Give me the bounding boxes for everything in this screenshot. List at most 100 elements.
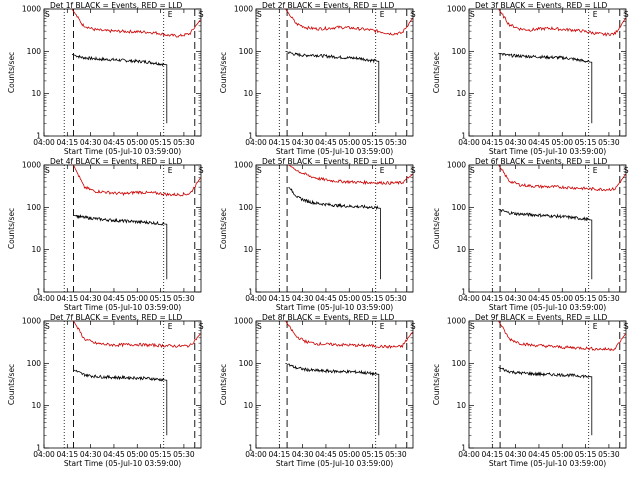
x-axis-label: Start Time (05-Jul-10 03:59:00) — [276, 459, 393, 468]
marker-E: E — [168, 322, 173, 331]
x-tick-label: 04:30 — [292, 450, 314, 459]
y-tick-label: 10 — [31, 245, 41, 254]
series-line-events — [498, 52, 593, 124]
y-tick-label: 1000 — [447, 5, 466, 14]
x-tick-label: 04:00 — [33, 294, 55, 303]
panel-det-9: Det 9f BLACK = Events, RED = LLD Counts/s… — [432, 313, 629, 468]
x-axis-label: Start Time (05-Jul-10 03:59:00) — [489, 459, 606, 468]
x-tick-label: 05:00 — [551, 450, 573, 459]
marker-E: E — [593, 166, 598, 175]
series-line-lld — [285, 8, 413, 36]
marker-E: E — [168, 10, 173, 19]
series-line-lld — [288, 164, 413, 186]
plot-frame — [255, 8, 414, 137]
plot-frame — [255, 164, 414, 293]
panel-det-5: Det 5f BLACK = Events, RED = LLD Counts/s… — [219, 157, 416, 312]
y-tick-label: 1 — [461, 444, 466, 453]
x-tick-label: 04:45 — [528, 294, 550, 303]
y-axis-label: Counts/sec — [7, 52, 16, 93]
x-tick-label: 04:15 — [57, 294, 79, 303]
marker-S: S — [624, 322, 629, 331]
y-tick-label: 10 — [456, 401, 466, 410]
y-tick-label: 10 — [31, 401, 41, 410]
x-tick-label: 04:45 — [528, 450, 550, 459]
x-tick-label: 04:15 — [482, 294, 504, 303]
y-tick-label: 1000 — [234, 161, 253, 170]
marker-E: E — [380, 322, 385, 331]
x-tick-label: 04:00 — [245, 138, 267, 147]
x-tick-label: 04:30 — [80, 294, 102, 303]
x-tick-label: 04:15 — [482, 450, 504, 459]
marker-S: S — [411, 166, 416, 175]
marker-S: S — [624, 10, 629, 19]
x-tick-label: 04:30 — [505, 138, 527, 147]
panel-det-6: Det 6f BLACK = Events, RED = LLD Counts/s… — [432, 157, 629, 312]
x-tick-label: 05:00 — [126, 294, 148, 303]
y-tick-label: 1000 — [234, 317, 253, 326]
y-tick-label: 100 — [27, 203, 42, 212]
series-line-events — [73, 369, 168, 436]
x-tick-label: 05:30 — [385, 138, 407, 147]
marker-E: E — [593, 322, 598, 331]
x-tick-label: 04:00 — [33, 138, 55, 147]
y-axis-label: Counts/sec — [219, 208, 228, 249]
panel-title: Det 7f BLACK = Events, RED = LLD — [50, 313, 183, 322]
panel-det-1: Det 1f BLACK = Events, RED = LLD Counts/s… — [7, 1, 204, 156]
x-tick-label: 04:45 — [103, 294, 125, 303]
x-axis-label: Start Time (05-Jul-10 03:59:00) — [276, 303, 393, 312]
y-tick-label: 1 — [36, 444, 41, 453]
y-tick-label: 1 — [248, 288, 253, 297]
x-tick-label: 05:30 — [598, 138, 620, 147]
series-line-events — [71, 53, 168, 124]
x-axis-label: Start Time (05-Jul-10 03:59:00) — [489, 303, 606, 312]
plot-frame — [43, 164, 202, 293]
x-tick-label: 04:15 — [57, 138, 79, 147]
x-tick-label: 05:00 — [126, 450, 148, 459]
x-tick-label: 04:45 — [103, 138, 125, 147]
y-tick-label: 100 — [239, 203, 254, 212]
x-tick-label: 05:15 — [575, 450, 597, 459]
panel-title: Det 2f BLACK = Events, RED = LLD — [262, 1, 395, 10]
panel-title: Det 5f BLACK = Events, RED = LLD — [262, 157, 395, 166]
marker-S: S — [257, 166, 262, 175]
marker-S: S — [45, 166, 50, 175]
y-axis-label: Counts/sec — [7, 208, 16, 249]
y-tick-label: 1 — [36, 288, 41, 297]
x-tick-label: 04:45 — [103, 450, 125, 459]
y-axis-label: Counts/sec — [219, 52, 228, 93]
y-tick-label: 1000 — [447, 317, 466, 326]
x-tick-label: 04:00 — [245, 294, 267, 303]
y-axis-label: Counts/sec — [7, 364, 16, 405]
marker-S: S — [257, 10, 262, 19]
marker-S: S — [624, 166, 629, 175]
series-line-events — [73, 214, 168, 280]
panel-title: Det 1f BLACK = Events, RED = LLD — [50, 1, 183, 10]
y-tick-label: 100 — [27, 359, 42, 368]
x-tick-label: 04:45 — [315, 450, 337, 459]
x-tick-label: 05:15 — [150, 294, 172, 303]
series-line-events — [498, 367, 593, 436]
marker-S: S — [470, 322, 475, 331]
x-tick-label: 05:15 — [575, 138, 597, 147]
y-tick-label: 1000 — [22, 5, 41, 14]
x-tick-label: 04:00 — [458, 294, 480, 303]
marker-S: S — [199, 10, 204, 19]
x-tick-label: 05:00 — [551, 294, 573, 303]
x-axis-label: Start Time (05-Jul-10 03:59:00) — [489, 147, 606, 156]
marker-S: S — [470, 10, 475, 19]
x-tick-label: 05:30 — [173, 138, 195, 147]
x-tick-label: 04:30 — [292, 294, 314, 303]
x-tick-label: 04:00 — [245, 450, 267, 459]
x-tick-label: 05:30 — [173, 294, 195, 303]
x-axis-label: Start Time (05-Jul-10 03:59:00) — [276, 147, 393, 156]
x-tick-label: 04:30 — [505, 294, 527, 303]
plot-frame — [468, 8, 627, 137]
marker-E: E — [380, 166, 385, 175]
x-tick-label: 04:45 — [315, 294, 337, 303]
series-line-lld — [498, 320, 626, 351]
x-tick-label: 05:30 — [385, 450, 407, 459]
y-axis-label: Counts/sec — [432, 364, 441, 405]
panel-det-4: Det 4f BLACK = Events, RED = LLD Counts/s… — [7, 157, 204, 312]
x-tick-label: 05:00 — [551, 138, 573, 147]
y-tick-label: 10 — [243, 245, 253, 254]
